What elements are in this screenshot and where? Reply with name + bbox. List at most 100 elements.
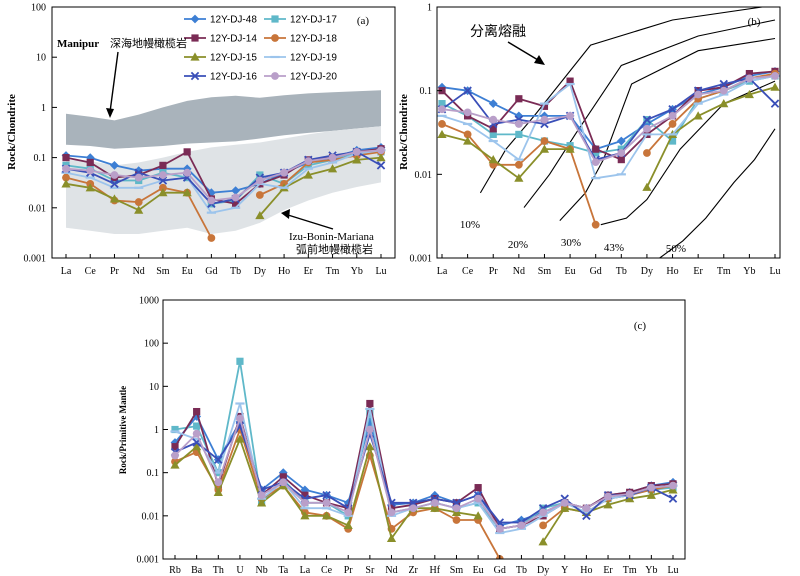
element-label-dy: Dy <box>641 266 653 277</box>
plot-area <box>61 90 386 242</box>
legend-swatch-marker <box>271 15 279 23</box>
element-label-dy: Dy <box>537 565 549 576</box>
ibm-arrow-line <box>287 214 334 230</box>
data-point-pr <box>344 508 353 517</box>
data-point-eu <box>183 168 192 177</box>
legend-swatch-marker <box>190 52 200 61</box>
data-point-la <box>301 498 309 507</box>
data-point-sr <box>365 425 374 434</box>
data-point-ho <box>668 111 677 120</box>
chart-panel-c: 0.001 0.01 0.1 1 10 100 1000 Rb Ba Th U Nb Ta La Ce Pr S… <box>118 296 686 576</box>
legend-item-12y-dj-48: 12Y-DJ-48 <box>184 15 257 26</box>
data-point-ba <box>193 407 201 416</box>
data-point-pr <box>488 155 498 164</box>
data-point-sm <box>452 504 461 513</box>
data-point-er <box>304 157 313 166</box>
melt-degree-label: 20% <box>508 239 528 251</box>
series-line <box>174 417 674 530</box>
data-point-la <box>62 154 70 162</box>
plot-frame <box>436 6 781 259</box>
fractional-melting-arrow-line <box>507 41 539 61</box>
legend-label: 12Y-DJ-14 <box>210 34 257 45</box>
y-tick-label: 0.001 <box>137 555 160 566</box>
series-line <box>65 151 382 205</box>
element-label-lu: Lu <box>769 266 780 277</box>
element-label-la: La <box>61 266 72 277</box>
element-label-ce: Ce <box>85 266 97 277</box>
series-12y-dj-14 <box>438 67 779 164</box>
data-point-er <box>303 170 313 179</box>
data-point-gd <box>207 196 216 205</box>
legend-label: 12Y-DJ-20 <box>290 72 337 83</box>
data-point-sm <box>540 137 549 145</box>
data-point-dy <box>643 124 651 133</box>
panel-label: (b) <box>748 16 761 28</box>
element-label-ce: Ce <box>321 565 333 576</box>
series-12y-dj-15 <box>437 82 780 191</box>
element-label-sm: Sm <box>450 565 464 576</box>
data-point-gd <box>592 149 600 157</box>
data-point-er <box>603 500 613 509</box>
data-point-tb <box>617 149 626 157</box>
series-line <box>441 75 776 180</box>
manipur-description: 深海地幔橄榄岩 <box>110 36 187 50</box>
element-label-pr: Pr <box>110 266 120 277</box>
data-point-lu <box>770 82 780 91</box>
data-point-tb <box>231 186 241 196</box>
data-point-tb <box>617 156 625 164</box>
element-label-yb: Yb <box>351 266 363 277</box>
data-point-nd <box>514 120 523 128</box>
data-point-dy <box>642 115 652 124</box>
element-label-ba: Ba <box>191 565 203 576</box>
data-point-dy <box>538 537 548 546</box>
element-label-la: La <box>437 266 448 277</box>
data-point-nd <box>134 173 143 182</box>
data-point-u <box>236 414 244 423</box>
data-point-y <box>560 503 570 512</box>
data-point-ce <box>463 136 473 145</box>
element-label-gd: Gd <box>205 266 217 277</box>
plot-area <box>170 357 678 559</box>
data-point-tm <box>625 494 635 503</box>
data-point-lu <box>376 161 386 170</box>
data-point-tm <box>719 99 729 108</box>
data-point-ta <box>279 478 288 487</box>
data-point-u <box>235 434 245 443</box>
legend-item-12y-dj-18: 12Y-DJ-18 <box>264 34 337 45</box>
data-point-ba <box>192 442 202 451</box>
manipur-annotation: Manipur 深海地幔橄榄岩 <box>57 36 187 118</box>
data-point-pr <box>110 171 119 179</box>
legend-item-12y-dj-16: 12Y-DJ-16 <box>184 72 257 83</box>
element-label-tb: Tb <box>230 266 241 277</box>
chart-panel-a: 0.001 0.01 0.1 1 10 100 La Ce Pr Nd Sm Eu Gd Tb Dy Ho Er… <box>6 3 396 277</box>
panel-label: (a) <box>357 15 370 27</box>
data-point-ce <box>463 108 472 117</box>
data-point-ta <box>278 468 288 478</box>
element-label-er: Er <box>693 266 703 277</box>
y-axis-title: Rock/Primitive Mantle <box>118 386 128 474</box>
data-point-la <box>437 129 447 139</box>
element-label-nb: Nb <box>255 565 267 576</box>
melt-degree-label: 50% <box>666 243 686 255</box>
data-point-sm <box>159 171 167 179</box>
series-line <box>441 72 776 225</box>
y-tick-label: 0.01 <box>29 203 47 214</box>
element-label-gd: Gd <box>494 565 506 576</box>
series-line <box>65 149 382 202</box>
data-point-pr <box>109 194 120 203</box>
element-label-er: Er <box>304 266 314 277</box>
data-point-rb <box>171 451 179 460</box>
data-point-dy <box>256 171 264 179</box>
y-axis-title: Rock/Chondrite <box>398 94 410 170</box>
element-label-dy: Dy <box>254 266 266 277</box>
data-point-nd <box>387 504 396 512</box>
y-tick-label: 0.1 <box>420 86 433 97</box>
data-point-ho <box>668 120 677 128</box>
series-12y-dj-20 <box>62 146 385 205</box>
element-label-tb: Tb <box>616 266 627 277</box>
data-point-eu <box>182 164 192 174</box>
series-12y-dj-15 <box>61 153 386 220</box>
plot-area <box>437 7 780 258</box>
panel-label: (c) <box>634 320 647 332</box>
element-label-nd: Nd <box>133 266 145 277</box>
